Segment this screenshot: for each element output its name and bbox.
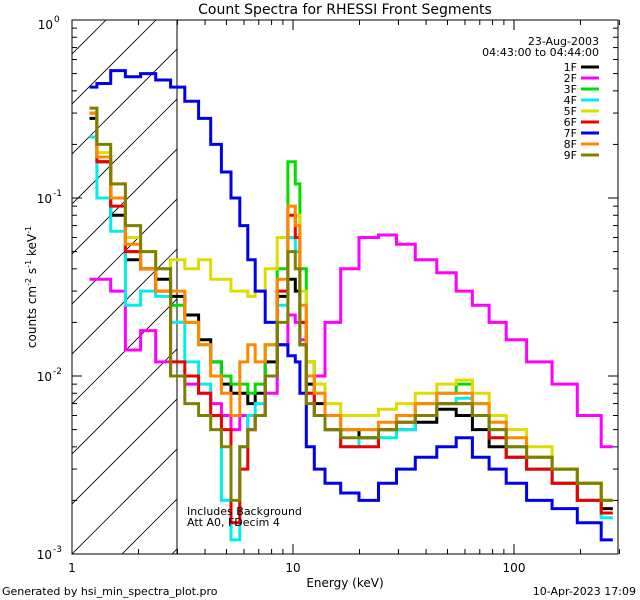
hatch-line xyxy=(72,198,177,305)
y-label-part: counts cm xyxy=(25,286,39,348)
x-tick-label-1: 1 xyxy=(68,561,76,575)
y-label-exp: -2 xyxy=(24,278,33,286)
series-line-1F xyxy=(89,116,613,511)
legend-label-7F: 7F xyxy=(564,127,577,140)
y-tick-base: 10 xyxy=(37,192,52,206)
y-tick-label-0.1: 10 -1 xyxy=(37,189,62,206)
x-axis-label: Energy (keV) xyxy=(306,576,383,590)
y-label-exp: -1 xyxy=(24,260,33,268)
y-tick-label-0.01: 10 -2 xyxy=(37,367,62,384)
hatch-line xyxy=(522,0,640,554)
legend-label-4F: 4F xyxy=(564,94,577,107)
series-layer xyxy=(89,69,613,542)
y-label-part: keV xyxy=(25,233,39,260)
legend-label-3F: 3F xyxy=(564,83,577,96)
legend-label-8F: 8F xyxy=(564,138,577,151)
date-annotation: 23-Aug-2003 xyxy=(528,35,599,48)
series-line-7F xyxy=(89,69,613,542)
hatch-line xyxy=(572,0,640,554)
y-tick-exp: 0 xyxy=(54,15,60,25)
hatch-line xyxy=(322,0,640,554)
series-line-5F xyxy=(89,106,613,502)
y-tick-label-1: 10 0 xyxy=(38,15,60,32)
attenuator-note: Att A0, FDecim 4 xyxy=(187,516,280,529)
series-line-6F xyxy=(89,111,613,525)
hatch-line xyxy=(622,0,640,554)
generation-timestamp: 10-Apr-2023 17:09 xyxy=(533,585,636,598)
hatch-line xyxy=(72,148,177,255)
series-line-3F xyxy=(89,111,613,502)
series-line-8F xyxy=(89,111,613,502)
y-tick-label-0.001: 10 -3 xyxy=(37,545,62,562)
y-label-exp: -1 xyxy=(24,226,33,234)
y-axis-label: counts cm-2 s-1 keV-1 xyxy=(24,226,39,348)
hatch-line xyxy=(472,0,640,554)
hatch-line xyxy=(72,448,177,554)
background-note: Includes Background xyxy=(187,505,302,518)
hatch-line xyxy=(72,98,177,205)
hatch-line xyxy=(72,348,177,455)
y-tick-exp: -2 xyxy=(53,367,62,377)
legend-label-5F: 5F xyxy=(564,105,577,118)
y-tick-base: 10 xyxy=(37,370,52,384)
hatched-region xyxy=(72,0,640,554)
series-line-9F xyxy=(89,106,613,502)
x-tick-label-100: 100 xyxy=(503,561,526,575)
hatch-line xyxy=(72,20,157,105)
hatch-line xyxy=(121,498,177,554)
axis-ticks xyxy=(71,20,620,555)
time-range-annotation: 04:43:00 to 04:44:00 xyxy=(482,46,599,59)
y-tick-base: 10 xyxy=(38,18,53,32)
hatch-line xyxy=(72,48,177,155)
legend-label-1F: 1F xyxy=(564,61,577,74)
x-tick-label-10: 10 xyxy=(285,561,300,575)
y-tick-exp: -1 xyxy=(53,189,62,199)
y-tick-exp: -3 xyxy=(53,545,62,555)
hatch-line xyxy=(72,298,177,405)
hatch-line xyxy=(72,398,177,505)
chart-title: Count Spectra for RHESSI Front Segments xyxy=(198,2,492,18)
y-label-part: s xyxy=(25,268,39,278)
plot-frame xyxy=(71,19,619,555)
legend-label-2F: 2F xyxy=(564,72,577,85)
legend-label-6F: 6F xyxy=(564,116,577,129)
y-tick-base: 10 xyxy=(37,548,52,562)
generated-by-text: Generated by hsi_min_spectra_plot.pro xyxy=(2,585,218,598)
series-line-4F xyxy=(89,135,613,542)
hatch-line xyxy=(72,248,177,355)
legend-label-9F: 9F xyxy=(564,149,577,162)
